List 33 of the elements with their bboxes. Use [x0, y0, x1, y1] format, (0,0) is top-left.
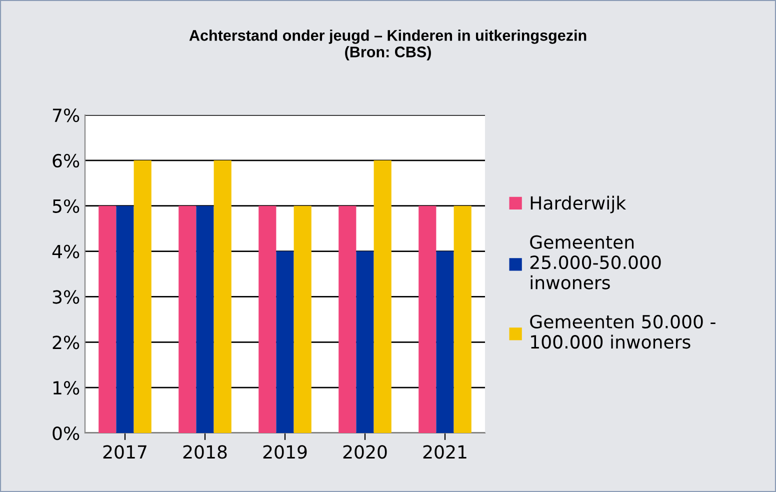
bar	[98, 206, 116, 433]
bar	[214, 160, 232, 433]
bar	[134, 160, 152, 433]
x-tick-label: 2017	[103, 445, 146, 459]
bar	[338, 206, 356, 433]
bar	[258, 206, 276, 433]
chart-subtitle: (Bron: CBS)	[345, 46, 431, 60]
y-tick-label: 3%	[52, 290, 80, 304]
legend-label: Gemeenten 50.000 - 100.000 inwoners	[530, 314, 716, 349]
bar	[178, 206, 196, 433]
chart-title: Achterstand onder jeugd – Kinderen in uitkeringsgezin	[189, 30, 586, 44]
bar	[374, 160, 392, 433]
x-tick-label: 2018	[183, 445, 227, 459]
x-tick-label: 2020	[343, 445, 387, 459]
legend-label: Gemeenten 25.000-50.000 inwoners	[530, 235, 661, 290]
bar	[276, 251, 294, 433]
bar	[454, 206, 472, 433]
bar	[418, 206, 436, 433]
x-tick-label: 2021	[423, 445, 466, 459]
bar	[116, 206, 134, 433]
y-tick-label: 7%	[52, 108, 80, 122]
bar	[196, 206, 214, 433]
bar	[436, 251, 454, 433]
y-tick-label: 1%	[53, 381, 80, 395]
y-tick-label: 5%	[52, 199, 80, 213]
legend-label: Harderwijk	[530, 196, 626, 214]
y-tick-label: 2%	[52, 336, 80, 350]
x-tick-label: 2019	[263, 445, 307, 459]
y-tick-label: 4%	[52, 244, 80, 258]
y-tick-label: 6%	[52, 154, 80, 168]
bar	[294, 206, 312, 433]
y-tick-label: 0%	[52, 426, 80, 440]
bar	[356, 251, 374, 433]
